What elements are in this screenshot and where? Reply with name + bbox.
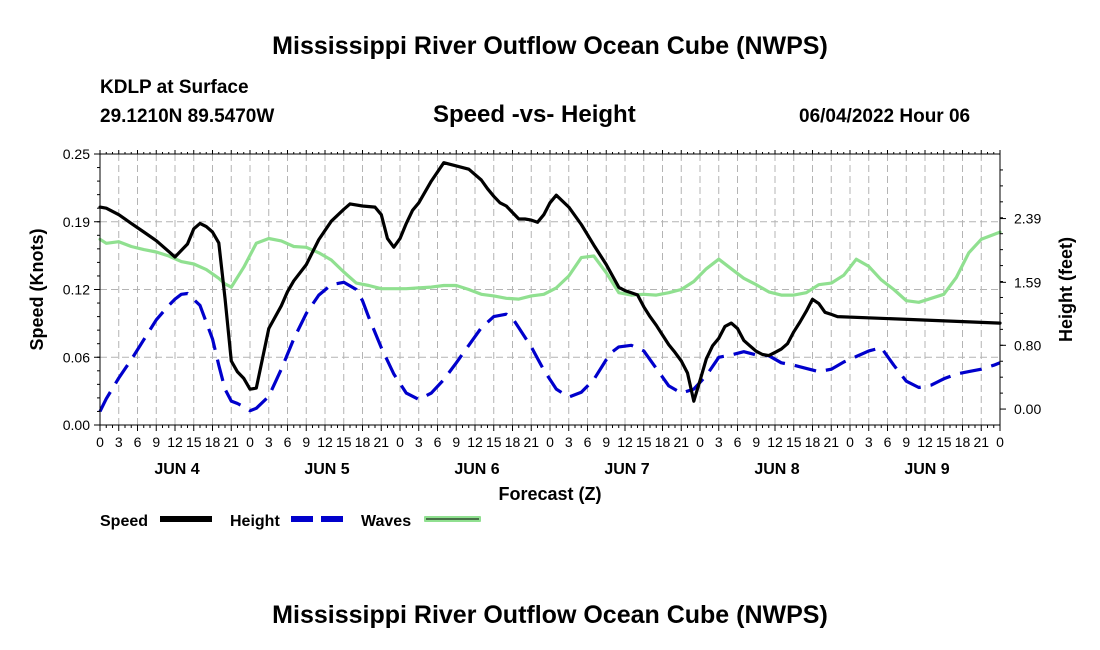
x-tick-label: 3 bbox=[865, 434, 873, 450]
y-right-tick-label: 2.39 bbox=[1014, 211, 1041, 227]
axis-labels: 0.000.060.120.190.250.000.801.592.390 3 6 9… bbox=[27, 146, 1076, 504]
y-left-tick-label: 0.06 bbox=[63, 349, 90, 365]
x-axis-title: Forecast (Z) bbox=[498, 484, 601, 504]
x-tick-label: 15 bbox=[486, 434, 502, 450]
x-tick-label: 9 bbox=[602, 434, 610, 450]
y-left-tick-label: 0.12 bbox=[63, 282, 90, 298]
y-left-tick-label: 0.25 bbox=[63, 146, 90, 162]
x-tick-label: 0 bbox=[246, 434, 254, 450]
x-tick-label: 18 bbox=[205, 434, 221, 450]
coordinates-label: 29.1210N 89.5470W bbox=[100, 106, 275, 127]
x-tick-label: 3 bbox=[265, 434, 273, 450]
day-label: JUN 9 bbox=[904, 461, 949, 478]
x-tick-label: 9 bbox=[902, 434, 910, 450]
x-tick-label: 18 bbox=[355, 434, 371, 450]
x-tick-label: 9 bbox=[152, 434, 160, 450]
day-label: JUN 8 bbox=[754, 461, 799, 478]
legend-label-speed: Speed bbox=[100, 513, 148, 530]
x-tick-label: 9 bbox=[452, 434, 460, 450]
tick-marks bbox=[94, 150, 1006, 431]
x-tick-label: 6 bbox=[434, 434, 442, 450]
x-tick-label: 12 bbox=[617, 434, 633, 450]
legend-label-waves: Waves bbox=[361, 513, 411, 530]
series-lines bbox=[98, 161, 1002, 413]
chart-subtitle: Speed -vs- Height bbox=[433, 101, 636, 128]
x-tick-label: 15 bbox=[186, 434, 202, 450]
forecast-datetime: 06/04/2022 Hour 06 bbox=[799, 106, 971, 127]
x-tick-label: 0 bbox=[96, 434, 104, 450]
x-tick-label: 9 bbox=[302, 434, 310, 450]
x-tick-label: 6 bbox=[884, 434, 892, 450]
x-tick-label: 12 bbox=[767, 434, 783, 450]
chart-title-bottom: Mississippi River Outflow Ocean Cube (NW… bbox=[272, 601, 828, 629]
x-tick-label: 18 bbox=[505, 434, 521, 450]
day-label: JUN 7 bbox=[604, 461, 649, 478]
x-tick-label: 15 bbox=[936, 434, 952, 450]
x-tick-label: 6 bbox=[734, 434, 742, 450]
x-tick-label: 12 bbox=[467, 434, 483, 450]
y-right-tick-label: 0.00 bbox=[1014, 401, 1041, 417]
x-tick-label: 6 bbox=[134, 434, 142, 450]
x-tick-label: 6 bbox=[284, 434, 292, 450]
x-tick-label: 18 bbox=[955, 434, 971, 450]
x-tick-label: 0 bbox=[696, 434, 704, 450]
x-tick-label: 21 bbox=[823, 434, 839, 450]
y-right-axis-title: Height (feet) bbox=[1056, 237, 1076, 342]
x-tick-label: 3 bbox=[715, 434, 723, 450]
x-tick-label: 12 bbox=[167, 434, 183, 450]
legend-label-height: Height bbox=[230, 513, 280, 530]
x-tick-label: 9 bbox=[752, 434, 760, 450]
x-tick-label: 21 bbox=[373, 434, 389, 450]
x-tick-label: 0 bbox=[396, 434, 404, 450]
x-tick-label: 21 bbox=[973, 434, 989, 450]
x-tick-label: 15 bbox=[636, 434, 652, 450]
chart-title-top: Mississippi River Outflow Ocean Cube (NW… bbox=[272, 32, 828, 60]
day-label: JUN 4 bbox=[154, 461, 199, 478]
day-label: JUN 6 bbox=[454, 461, 499, 478]
x-tick-label: 21 bbox=[523, 434, 539, 450]
station-label: KDLP at Surface bbox=[100, 77, 249, 98]
x-tick-label: 21 bbox=[673, 434, 689, 450]
y-left-tick-label: 0.00 bbox=[63, 417, 90, 433]
day-label: JUN 5 bbox=[304, 461, 349, 478]
y-left-axis-title: Speed (Knots) bbox=[27, 228, 47, 350]
x-tick-label: 0 bbox=[996, 434, 1004, 450]
x-tick-label: 21 bbox=[223, 434, 239, 450]
y-left-tick-label: 0.19 bbox=[63, 214, 90, 230]
y-right-tick-label: 1.59 bbox=[1014, 274, 1041, 290]
series-line-waves bbox=[98, 230, 1002, 304]
series-line-speed bbox=[98, 161, 1002, 403]
x-tick-label: 3 bbox=[115, 434, 123, 450]
grid-lines bbox=[100, 154, 1000, 425]
legend: Speed Height Waves bbox=[100, 513, 481, 530]
y-right-tick-label: 0.80 bbox=[1014, 337, 1041, 353]
x-tick-label: 0 bbox=[846, 434, 854, 450]
series-line-height bbox=[98, 280, 1001, 413]
x-tick-label: 12 bbox=[917, 434, 933, 450]
x-tick-label: 18 bbox=[805, 434, 821, 450]
x-tick-label: 3 bbox=[565, 434, 573, 450]
x-tick-label: 15 bbox=[786, 434, 802, 450]
x-tick-label: 12 bbox=[317, 434, 333, 450]
x-tick-label: 6 bbox=[584, 434, 592, 450]
x-tick-label: 0 bbox=[546, 434, 554, 450]
x-tick-label: 18 bbox=[655, 434, 671, 450]
x-tick-label: 3 bbox=[415, 434, 423, 450]
x-tick-label: 15 bbox=[336, 434, 352, 450]
